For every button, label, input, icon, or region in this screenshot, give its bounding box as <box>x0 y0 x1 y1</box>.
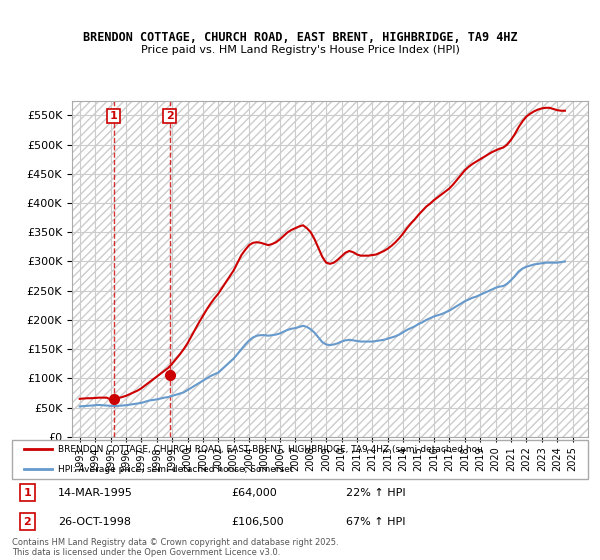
Text: 26-OCT-1998: 26-OCT-1998 <box>58 517 131 526</box>
Text: Contains HM Land Registry data © Crown copyright and database right 2025.
This d: Contains HM Land Registry data © Crown c… <box>12 538 338 557</box>
Text: HPI: Average price, semi-detached house, Somerset: HPI: Average price, semi-detached house,… <box>58 464 293 474</box>
Text: 1: 1 <box>110 111 118 121</box>
Text: 1: 1 <box>23 488 31 497</box>
Text: 2: 2 <box>23 517 31 526</box>
Text: 2: 2 <box>166 111 173 121</box>
Text: 14-MAR-1995: 14-MAR-1995 <box>58 488 133 497</box>
Text: Price paid vs. HM Land Registry's House Price Index (HPI): Price paid vs. HM Land Registry's House … <box>140 45 460 55</box>
Text: £64,000: £64,000 <box>231 488 277 497</box>
Text: £106,500: £106,500 <box>231 517 284 526</box>
Text: 67% ↑ HPI: 67% ↑ HPI <box>346 517 406 526</box>
Text: 22% ↑ HPI: 22% ↑ HPI <box>346 488 406 497</box>
Text: BRENDON COTTAGE, CHURCH ROAD, EAST BRENT, HIGHBRIDGE, TA9 4HZ: BRENDON COTTAGE, CHURCH ROAD, EAST BRENT… <box>83 31 517 44</box>
Text: BRENDON COTTAGE, CHURCH ROAD, EAST BRENT, HIGHBRIDGE, TA9 4HZ (semi-detached hou: BRENDON COTTAGE, CHURCH ROAD, EAST BRENT… <box>58 445 483 454</box>
